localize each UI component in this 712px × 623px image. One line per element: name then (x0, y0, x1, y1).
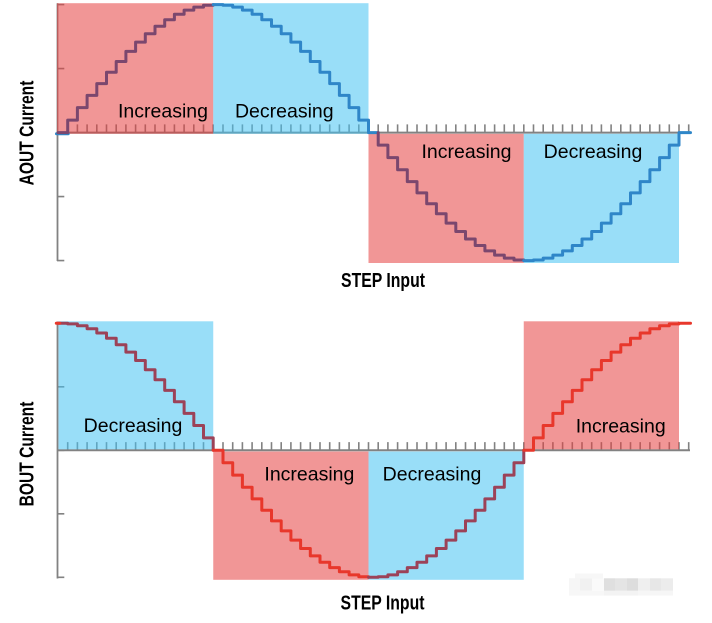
svg-text:Increasing: Increasing (118, 101, 208, 123)
svg-text:Decreasing: Decreasing (84, 415, 183, 437)
svg-text:Decreasing: Decreasing (383, 464, 482, 486)
svg-text:Increasing: Increasing (264, 464, 354, 486)
svg-text:AOUT Current: AOUT Current (16, 81, 38, 186)
svg-text:Increasing: Increasing (422, 141, 512, 163)
svg-text:STEP Input: STEP Input (341, 592, 425, 614)
svg-text:Decreasing: Decreasing (544, 141, 643, 163)
svg-text:STEP Input: STEP Input (341, 269, 425, 291)
svg-text:Increasing: Increasing (576, 415, 666, 437)
svg-text:BOUT Current: BOUT Current (16, 402, 38, 507)
svg-text:Decreasing: Decreasing (235, 101, 334, 123)
